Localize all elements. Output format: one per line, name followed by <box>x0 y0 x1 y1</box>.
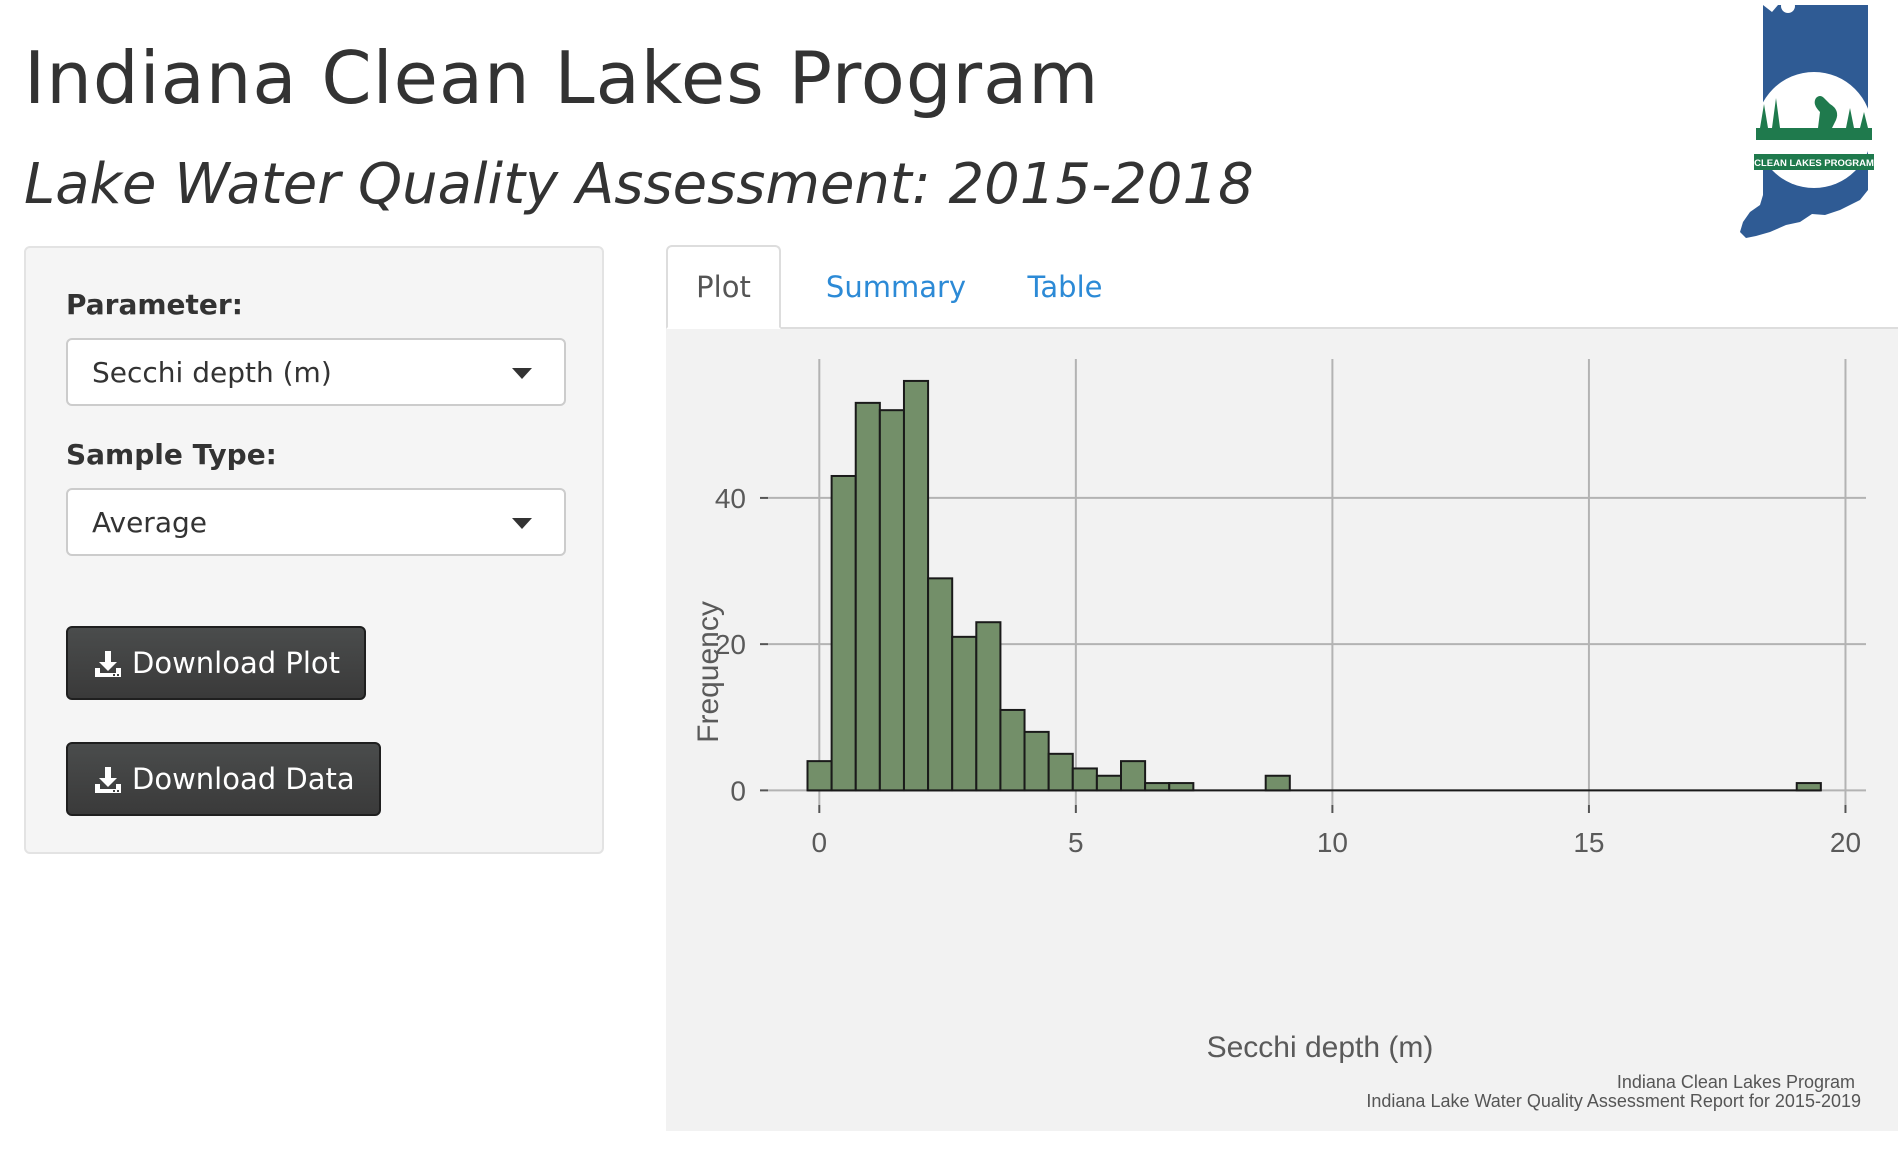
sample-type-label: Sample Type: <box>66 438 277 471</box>
y-axis-title: Frequency <box>692 601 725 743</box>
x-tick-label: 20 <box>1830 827 1861 858</box>
histogram-bar <box>1144 782 1171 792</box>
histogram-bar <box>1095 774 1123 792</box>
histogram-bar <box>902 379 930 792</box>
download-icon <box>95 767 121 793</box>
page-subtitle: Lake Water Quality Assessment: 2015-2018 <box>24 152 1254 217</box>
indiana-state-heron-logo: CLEAN LAKES PROGRAM <box>1740 0 1874 238</box>
download-data-button[interactable]: Download Data <box>66 742 381 816</box>
histogram-bar <box>927 577 954 792</box>
x-tick-label: 10 <box>1317 827 1348 858</box>
histogram-bar <box>806 760 833 792</box>
caret-down-icon <box>512 368 532 379</box>
x-tick-label: 0 <box>812 827 828 858</box>
x-tick-label: 15 <box>1573 827 1604 858</box>
tab-table[interactable]: Table <box>1027 270 1103 304</box>
y-tick-label: 20 <box>715 629 746 660</box>
y-tick-label: 0 <box>730 775 746 806</box>
tab-bar: Plot Summary Table <box>666 245 1898 329</box>
sample-type-select-value: Average <box>92 506 207 539</box>
histogram-bar <box>999 708 1026 792</box>
histogram-bar <box>1023 730 1050 792</box>
histogram-bar <box>830 474 857 792</box>
histogram-bar <box>878 409 905 792</box>
plot-panel: 0 5 10 15 20 0 20 40 Secchi depth (m) Frequency… <box>666 329 1898 1131</box>
download-data-label: Download Data <box>132 762 355 796</box>
x-axis-title: Secchi depth (m) <box>1207 1031 1434 1064</box>
histogram-bar <box>1120 760 1147 792</box>
parameter-select[interactable]: Secchi depth (m) <box>66 338 566 406</box>
histogram-bar <box>1168 782 1195 792</box>
sample-type-select[interactable]: Average <box>66 488 566 556</box>
histogram-bar <box>1264 774 1291 792</box>
page-title: Indiana Clean Lakes Program <box>24 36 1100 120</box>
caret-down-icon <box>512 518 532 529</box>
tab-plot[interactable]: Plot <box>666 245 781 329</box>
histogram-chart: 0 5 10 15 20 0 20 40 Secchi depth (m) Frequency… <box>692 359 1866 1111</box>
chart-caption-line1: Indiana Clean Lakes Program <box>1617 1072 1855 1092</box>
logo-text: CLEAN LAKES PROGRAM <box>1754 158 1874 169</box>
download-plot-label: Download Plot <box>132 646 341 680</box>
histogram-bar <box>951 635 978 792</box>
x-tick-label: 5 <box>1068 827 1084 858</box>
parameter-select-value: Secchi depth (m) <box>92 356 332 389</box>
histogram-bar <box>1047 752 1074 792</box>
parameter-label: Parameter: <box>66 288 243 321</box>
sidebar-panel: Parameter: Secchi depth (m) Sample Type:… <box>24 246 604 854</box>
tab-summary[interactable]: Summary <box>825 270 967 304</box>
download-icon <box>95 651 121 677</box>
histogram-bar <box>854 401 881 792</box>
histogram-bar <box>1795 782 1822 792</box>
histogram-bar <box>1071 767 1098 792</box>
download-plot-button[interactable]: Download Plot <box>66 626 367 700</box>
y-tick-label: 40 <box>715 483 746 514</box>
chart-caption-line2: Indiana Lake Water Quality Assessment Re… <box>1366 1091 1861 1111</box>
clean-lakes-logo: CLEAN LAKES PROGRAM <box>1720 0 1885 240</box>
histogram-bar <box>975 621 1002 792</box>
